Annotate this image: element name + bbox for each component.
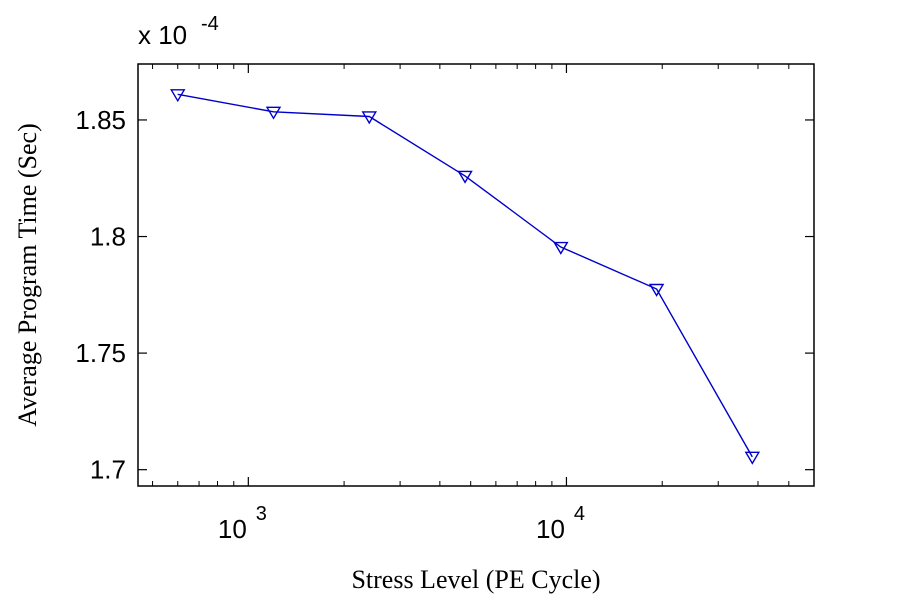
x-tick-label-exponent: 3 [256,503,267,525]
y-tick-label: 1.75 [75,338,126,368]
data-point [265,106,282,120]
y-multiplier-base: x 10 [138,20,187,50]
series-line [177,93,753,458]
x-tick-label-base: 10 [536,514,565,544]
y-tick-label: 1.85 [75,105,126,135]
data-point [744,451,761,465]
data-point [361,111,378,125]
data-point [170,89,186,103]
x-tick-label-base: 10 [218,514,247,544]
data-point [553,241,569,255]
y-multiplier-exponent: -4 [201,13,219,35]
series-layer [170,89,761,465]
y-axis-title: Average Program Time (Sec) [13,123,42,427]
x-axis-title: Stress Level (PE Cycle) [351,565,600,594]
x-tick-label-exponent: 4 [574,503,585,525]
data-point [457,170,473,184]
data-point [648,283,665,297]
y-tick-label: 1.8 [90,222,126,252]
y-axis-ticks: 1.7 1.75 1.8 1.85 [75,105,814,485]
x-axis-ticks: 10 3 10 4 [152,64,815,544]
y-tick-label: 1.7 [90,455,126,485]
plot-frame [137,63,815,487]
